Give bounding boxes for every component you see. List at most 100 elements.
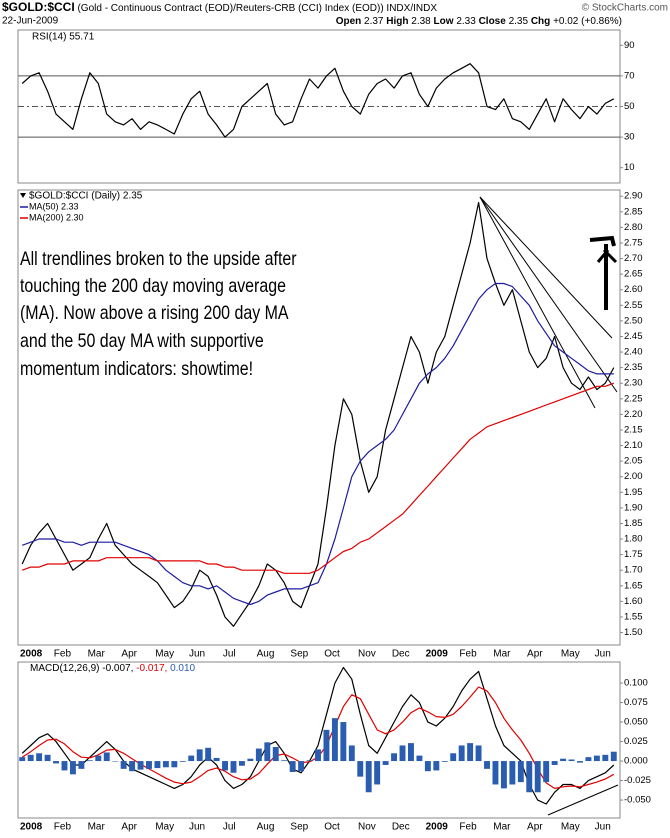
legend-entry: MA(50) 2.33: [29, 201, 79, 211]
header-title: $GOLD:$CCI (Gold - Continuous Contract (…: [2, 0, 437, 14]
histogram-bar: [306, 760, 313, 762]
y-tick-label: 2.50: [624, 315, 643, 326]
histogram-bar: [53, 761, 59, 764]
x-tick-label: Feb: [54, 649, 72, 660]
annotation-line: (MA). Now above a rising 200 day MA: [20, 302, 289, 324]
x-tick-label: Jun: [189, 649, 205, 660]
histogram-bar: [205, 747, 212, 762]
histogram-bar: [551, 761, 558, 765]
histogram-bar: [171, 761, 178, 768]
macd-legend: MACD(12,26,9) -0.007, -0.017, 0.010: [30, 663, 196, 674]
histogram-bar: [19, 757, 26, 762]
histogram-bar: [543, 761, 550, 783]
x-tick-label: Feb: [459, 649, 477, 660]
histogram-bar: [315, 749, 321, 762]
legend-entry: $GOLD:$CCI (Daily) 2.35: [29, 191, 143, 202]
y-tick-label: 1.85: [624, 518, 643, 529]
x-tick-label: May: [561, 822, 580, 833]
y-tick-label: 2.15: [624, 424, 643, 435]
series-line: [21, 63, 615, 138]
histogram-bar: [382, 761, 389, 765]
quote-label: Low: [434, 16, 454, 27]
y-tick-label: 1.65: [624, 580, 643, 591]
x-tick-label: Feb: [459, 822, 477, 833]
histogram-bar: [95, 755, 102, 762]
y-tick-label: -0.050: [624, 795, 651, 806]
series-line: [21, 282, 614, 606]
histogram-bar: [517, 761, 524, 783]
histogram-bar: [458, 745, 465, 762]
trendline: [479, 196, 618, 393]
histogram-bar: [272, 747, 279, 762]
y-tick-label: 2.00: [624, 471, 643, 482]
histogram-bar: [441, 761, 448, 762]
quote-value: 2.38: [411, 16, 431, 27]
histogram-bar: [36, 753, 43, 762]
y-tick-label: 2.85: [624, 206, 643, 217]
series-line: [21, 382, 615, 574]
histogram-bar: [86, 760, 93, 762]
x-tick-label: Nov: [358, 822, 376, 833]
x-tick-label: May: [155, 649, 174, 660]
histogram-bar: [534, 761, 541, 793]
x-tick-label: Nov: [358, 649, 376, 660]
histogram-bar: [509, 761, 516, 785]
histogram-bar: [162, 761, 169, 768]
histogram-bar: [391, 753, 398, 762]
histogram-bar: [78, 761, 85, 769]
y-tick-label: 1.70: [624, 565, 643, 576]
histogram-bar: [484, 761, 490, 769]
x-tick-label: Jul: [223, 649, 236, 660]
trendline: [479, 196, 613, 339]
y-tick-label: 2.80: [624, 222, 643, 233]
panel-frame: [17, 29, 621, 184]
x-tick-label: Apr: [121, 822, 137, 833]
y-tick-label: 0.075: [624, 697, 648, 708]
x-tick-label: Aug: [257, 822, 275, 833]
y-tick-label: 0.025: [624, 736, 648, 747]
source: © StockCharts.com: [582, 3, 668, 14]
x-tick-label: Oct: [324, 649, 340, 660]
x-tick-label: Jul: [223, 822, 236, 833]
x-tick-label: Jun: [595, 822, 611, 833]
x-tick-label: Mar: [88, 822, 106, 833]
y-tick-label: 2.25: [624, 393, 643, 404]
y-tick-label: 2.90: [624, 191, 643, 202]
series-line: [21, 201, 615, 627]
legend-entry: -0.017,: [136, 663, 167, 674]
histogram-bar: [137, 761, 144, 770]
arrow: [589, 235, 616, 310]
quote-value: 2.35: [509, 16, 529, 27]
histogram-bar: [593, 755, 600, 762]
description: (Gold - Continuous Contract (EOD)/Reuter…: [77, 3, 437, 14]
y-tick-label: 2.55: [624, 300, 643, 311]
y-tick-label: 2.65: [624, 269, 643, 280]
y-tick-label: -0.025: [624, 775, 651, 786]
x-tick-label: 2009: [426, 649, 449, 660]
quote-value: 2.37: [364, 16, 384, 27]
histogram-bar: [357, 761, 364, 777]
annotation: All trendlines broken to the upside afte…: [20, 248, 297, 380]
histogram-bar: [44, 754, 51, 762]
y-tick-label: 1.75: [624, 549, 643, 560]
quote: Open 2.37 High 2.38 Low 2.33 Close 2.35 …: [336, 16, 622, 27]
histogram-bar: [103, 752, 110, 762]
legend-entry: -0.007,: [102, 663, 133, 674]
symbol: $GOLD:$CCI: [2, 0, 75, 14]
y-tick-label: 1.80: [624, 534, 643, 545]
y-tick-label: 2.70: [624, 253, 643, 264]
y-tick-label: 2.75: [624, 237, 643, 248]
x-tick-label: Apr: [527, 822, 543, 833]
x-tick-label: Mar: [493, 822, 511, 833]
y-tick-label: 1.50: [624, 627, 643, 638]
y-tick-label: 1.90: [624, 502, 643, 513]
quote-label: Chg: [531, 16, 550, 27]
histogram-bar: [238, 761, 245, 766]
histogram-bar: [247, 758, 254, 762]
histogram-bar: [475, 745, 482, 762]
rsi-title: RSI(14) 55.71: [32, 32, 95, 43]
histogram-bar: [416, 755, 423, 762]
y-tick-label: 0.100: [624, 678, 648, 689]
histogram-bar: [424, 761, 431, 772]
